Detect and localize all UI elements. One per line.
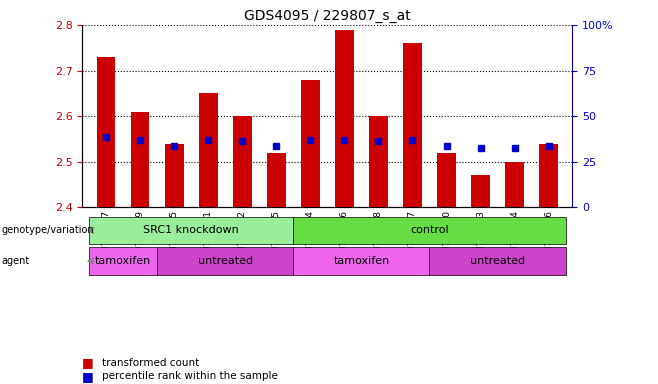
- Bar: [131, 112, 149, 207]
- Bar: [430, 247, 566, 275]
- Bar: [335, 30, 354, 207]
- Bar: [97, 57, 115, 207]
- Text: ■: ■: [82, 356, 94, 369]
- Bar: [164, 144, 184, 207]
- Bar: [199, 93, 218, 207]
- Text: ■: ■: [82, 370, 94, 383]
- Text: agent: agent: [1, 256, 30, 266]
- Bar: [540, 144, 558, 207]
- Text: tamoxifen: tamoxifen: [95, 255, 151, 265]
- Text: control: control: [410, 225, 449, 235]
- Bar: [437, 152, 456, 207]
- Bar: [233, 116, 251, 207]
- Text: transformed count: transformed count: [102, 358, 199, 368]
- Bar: [369, 116, 388, 207]
- Bar: [293, 247, 430, 275]
- Text: tamoxifen: tamoxifen: [333, 255, 390, 265]
- Bar: [89, 247, 157, 275]
- Bar: [267, 152, 286, 207]
- Bar: [301, 79, 320, 207]
- Text: genotype/variation: genotype/variation: [1, 225, 94, 235]
- Bar: [89, 217, 293, 244]
- Text: untreated: untreated: [470, 255, 525, 265]
- Bar: [505, 162, 524, 207]
- Text: SRC1 knockdown: SRC1 knockdown: [143, 225, 239, 235]
- Bar: [471, 175, 490, 207]
- Bar: [403, 43, 422, 207]
- Bar: [157, 247, 293, 275]
- Bar: [293, 217, 566, 244]
- Text: untreated: untreated: [197, 255, 253, 265]
- Title: GDS4095 / 229807_s_at: GDS4095 / 229807_s_at: [244, 8, 411, 23]
- Text: percentile rank within the sample: percentile rank within the sample: [102, 371, 278, 381]
